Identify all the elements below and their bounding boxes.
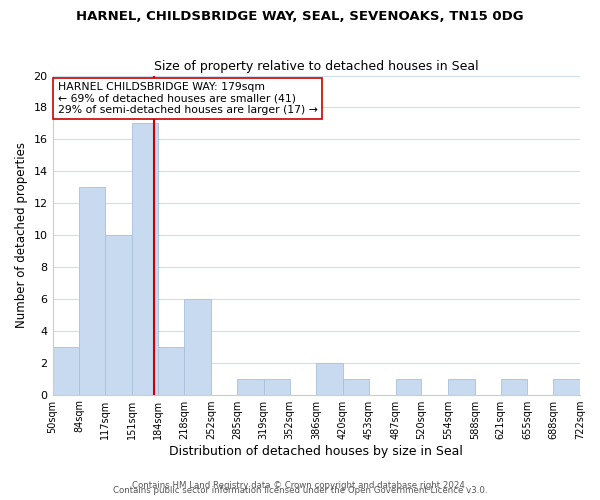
Bar — [105, 235, 132, 394]
Bar — [501, 378, 527, 394]
Bar — [316, 362, 343, 394]
Bar — [53, 346, 79, 395]
Text: Contains HM Land Registry data © Crown copyright and database right 2024.: Contains HM Land Registry data © Crown c… — [132, 481, 468, 490]
Bar — [395, 378, 421, 394]
Title: Size of property relative to detached houses in Seal: Size of property relative to detached ho… — [154, 60, 479, 73]
Y-axis label: Number of detached properties: Number of detached properties — [15, 142, 28, 328]
Text: Contains public sector information licensed under the Open Government Licence v3: Contains public sector information licen… — [113, 486, 487, 495]
Bar — [553, 378, 580, 394]
Bar — [237, 378, 263, 394]
Bar — [184, 299, 211, 394]
Bar — [343, 378, 369, 394]
Text: HARNEL, CHILDSBRIDGE WAY, SEAL, SEVENOAKS, TN15 0DG: HARNEL, CHILDSBRIDGE WAY, SEAL, SEVENOAK… — [76, 10, 524, 23]
Bar — [79, 187, 105, 394]
Text: HARNEL CHILDSBRIDGE WAY: 179sqm
← 69% of detached houses are smaller (41)
29% of: HARNEL CHILDSBRIDGE WAY: 179sqm ← 69% of… — [58, 82, 317, 115]
Bar — [448, 378, 475, 394]
Bar — [158, 346, 184, 395]
X-axis label: Distribution of detached houses by size in Seal: Distribution of detached houses by size … — [169, 444, 463, 458]
Bar — [263, 378, 290, 394]
Bar — [132, 124, 158, 394]
